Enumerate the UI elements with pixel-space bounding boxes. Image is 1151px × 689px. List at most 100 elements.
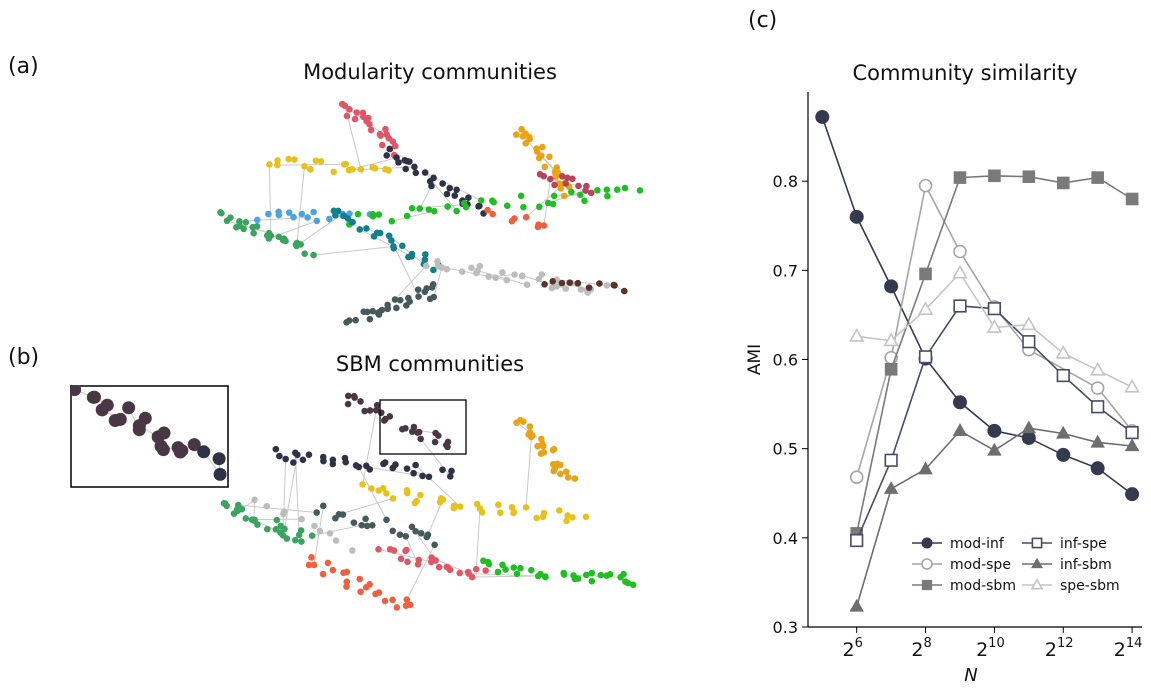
network-node xyxy=(403,596,411,603)
data-point xyxy=(848,328,865,342)
network-edge xyxy=(525,436,532,508)
network-node xyxy=(430,266,437,274)
network-node xyxy=(588,577,596,585)
network-node xyxy=(541,573,549,580)
network-node xyxy=(319,570,327,578)
network-node xyxy=(537,450,545,457)
network-node xyxy=(377,409,385,417)
network-node xyxy=(587,189,595,197)
network-node xyxy=(326,215,333,223)
network-node xyxy=(526,423,534,430)
network-node xyxy=(274,161,281,169)
network-node xyxy=(343,568,351,576)
inset-node xyxy=(108,413,122,427)
network-node xyxy=(443,190,451,198)
network-node xyxy=(523,281,531,289)
network-node xyxy=(375,545,382,553)
network-node xyxy=(539,442,547,450)
network-node xyxy=(510,509,517,517)
network-node xyxy=(522,140,529,147)
network-node xyxy=(346,106,353,113)
network-node xyxy=(363,225,370,232)
network-node xyxy=(276,452,283,460)
y-axis-label: AMI xyxy=(745,344,765,375)
network-node xyxy=(456,569,464,577)
network-node xyxy=(437,494,445,502)
network-edge xyxy=(277,163,345,166)
network-node xyxy=(560,192,568,200)
network-node xyxy=(356,575,364,583)
network-node xyxy=(422,251,429,258)
network-node xyxy=(406,298,413,305)
network-node xyxy=(629,581,637,589)
network-node xyxy=(558,173,566,180)
network-node xyxy=(428,554,436,561)
network-node xyxy=(389,495,397,502)
y-tick-label: 0.3 xyxy=(773,618,798,637)
network-node xyxy=(291,536,299,544)
network-node xyxy=(343,319,350,326)
network-node xyxy=(435,563,443,571)
zoom-box xyxy=(379,399,467,455)
network-node xyxy=(388,237,395,244)
network-node xyxy=(313,509,321,516)
network-node xyxy=(313,217,321,225)
network-node xyxy=(412,461,419,469)
inset-node xyxy=(87,390,101,404)
network-node xyxy=(414,561,422,568)
network-node xyxy=(582,513,590,521)
network-node xyxy=(517,192,525,200)
data-point xyxy=(1091,171,1104,184)
legend-marker xyxy=(921,579,933,591)
network-node xyxy=(520,203,527,211)
network-node xyxy=(417,435,424,443)
legend-item: inf-spe xyxy=(1022,536,1107,552)
network-node xyxy=(414,286,422,294)
network-node xyxy=(430,207,438,215)
y-tick-label: 0.4 xyxy=(773,529,798,548)
network-node xyxy=(223,217,231,225)
network-node xyxy=(317,158,325,165)
legend-label: mod-inf xyxy=(950,536,1005,552)
network-node xyxy=(484,206,491,214)
network-node xyxy=(218,209,225,217)
data-point xyxy=(953,299,967,313)
network-node xyxy=(502,566,509,573)
network-node xyxy=(254,521,261,528)
network-edge xyxy=(419,185,432,209)
data-point xyxy=(884,279,899,294)
network-node xyxy=(312,157,320,165)
network-node xyxy=(290,459,297,466)
network-node xyxy=(305,561,313,569)
network-node xyxy=(423,533,431,541)
network-node xyxy=(404,558,411,566)
network-node xyxy=(376,229,384,237)
network-node xyxy=(411,163,418,171)
series-spe-sbm xyxy=(848,264,1140,393)
network-node xyxy=(533,514,540,522)
network-node xyxy=(494,568,502,576)
network-node xyxy=(522,213,530,221)
network-node xyxy=(409,428,416,435)
network-node xyxy=(342,458,350,466)
network-node xyxy=(584,289,592,296)
network-node xyxy=(355,463,363,471)
network-node xyxy=(577,286,585,293)
network-node xyxy=(456,503,464,511)
network-node xyxy=(444,203,451,210)
data-point xyxy=(1021,420,1037,434)
data-point xyxy=(918,461,933,475)
network-edge xyxy=(313,245,394,256)
network-node xyxy=(295,531,303,539)
network-edge xyxy=(238,504,317,514)
network-node xyxy=(566,279,574,286)
network-node xyxy=(266,161,273,168)
network-edge xyxy=(406,544,436,600)
network-edge xyxy=(475,508,481,570)
inset-node xyxy=(157,426,171,440)
legend-marker xyxy=(1030,578,1044,590)
sbm-network xyxy=(220,392,637,611)
network-edge xyxy=(294,452,300,535)
network-node xyxy=(369,210,377,218)
y-tick-label: 0.8 xyxy=(773,172,798,191)
